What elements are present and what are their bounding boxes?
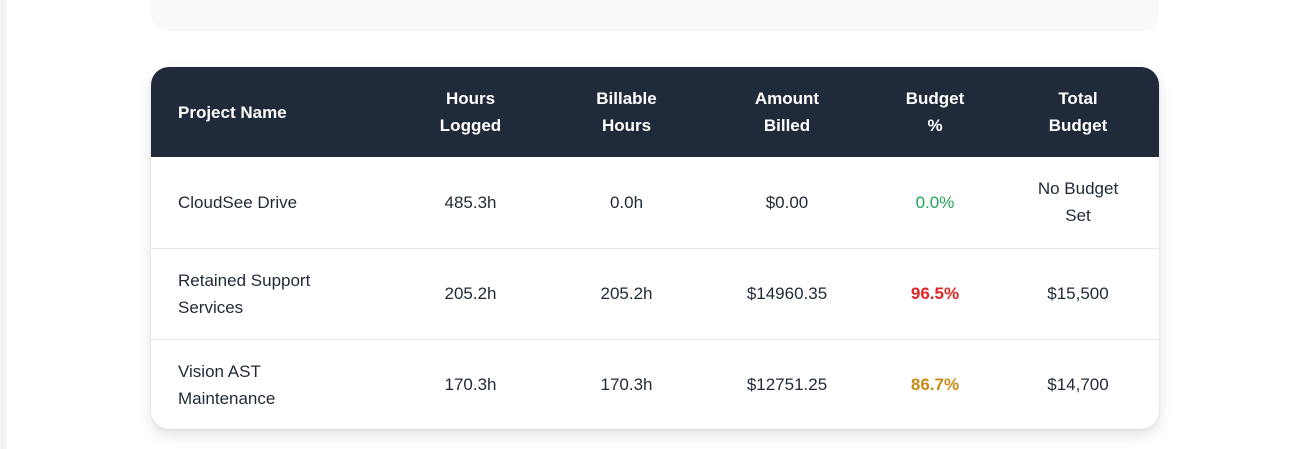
cell-billable-hours: 205.2h xyxy=(600,284,653,303)
header-hours-logged-label: Hours Logged xyxy=(439,89,502,135)
cell-project-name: Retained Support Services xyxy=(151,248,389,339)
header-amount-billed-label: Amount Billed xyxy=(754,89,820,135)
cell-total-budget: No Budget Set xyxy=(997,157,1159,248)
header-hours-logged[interactable]: Hours Logged xyxy=(389,67,552,157)
cell-billable-hours: 0.0h xyxy=(609,192,644,212)
table-row[interactable]: Vision AST Maintenance 170.3h 170.3h $12… xyxy=(151,339,1159,429)
cell-hours-logged: 485.3h xyxy=(444,192,497,212)
cell-budget-percent: 86.7% xyxy=(910,375,960,395)
header-billable-hours[interactable]: Billable Hours xyxy=(552,67,701,157)
cell-project-name-text: Vision AST Maintenance xyxy=(178,361,276,408)
header-amount-billed[interactable]: Amount Billed xyxy=(701,67,873,157)
table-header-row: Project Name Hours Logged Billable Hours… xyxy=(151,67,1159,157)
cell-hours-logged: 205.2h xyxy=(444,284,497,303)
header-billable-hours-label: Billable Hours xyxy=(596,89,657,135)
cell-project-name-text: Retained Support Services xyxy=(178,270,311,317)
cell-total-budget: $15,500 xyxy=(1047,284,1109,303)
header-project-name[interactable]: Project Name xyxy=(178,102,287,122)
cell-total-budget-text: No Budget Set xyxy=(1037,179,1119,226)
project-budget-table: Project Name Hours Logged Billable Hours… xyxy=(151,67,1159,429)
header-budget-percent-label: Budget % xyxy=(905,89,965,135)
cell-budget-percent: 0.0% xyxy=(915,192,955,212)
header-total-budget-label: Total Budget xyxy=(1048,89,1108,135)
cell-hours-logged: 170.3h xyxy=(444,375,497,395)
cell-amount-billed: $14960.35 xyxy=(746,284,828,303)
table-row[interactable]: CloudSee Drive 485.3h 0.0h $0.00 0.0% No… xyxy=(151,157,1159,248)
cell-total-budget: $14,700 xyxy=(1047,375,1109,395)
header-total-budget[interactable]: Total Budget xyxy=(997,67,1159,157)
cell-project-name: CloudSee Drive xyxy=(178,192,298,212)
cell-budget-percent: 96.5% xyxy=(910,284,960,303)
cell-amount-billed: $12751.25 xyxy=(746,375,828,395)
cell-amount-billed: $0.00 xyxy=(765,192,809,212)
cell-project-name: Vision AST Maintenance xyxy=(151,339,389,429)
summary-panel xyxy=(151,0,1159,31)
header-budget-percent[interactable]: Budget % xyxy=(873,67,997,157)
left-rail xyxy=(0,0,7,449)
project-budget-table-card: Project Name Hours Logged Billable Hours… xyxy=(151,67,1159,429)
table-row[interactable]: Retained Support Services 205.2h 205.2h … xyxy=(151,248,1159,339)
cell-billable-hours: 170.3h xyxy=(600,375,653,395)
